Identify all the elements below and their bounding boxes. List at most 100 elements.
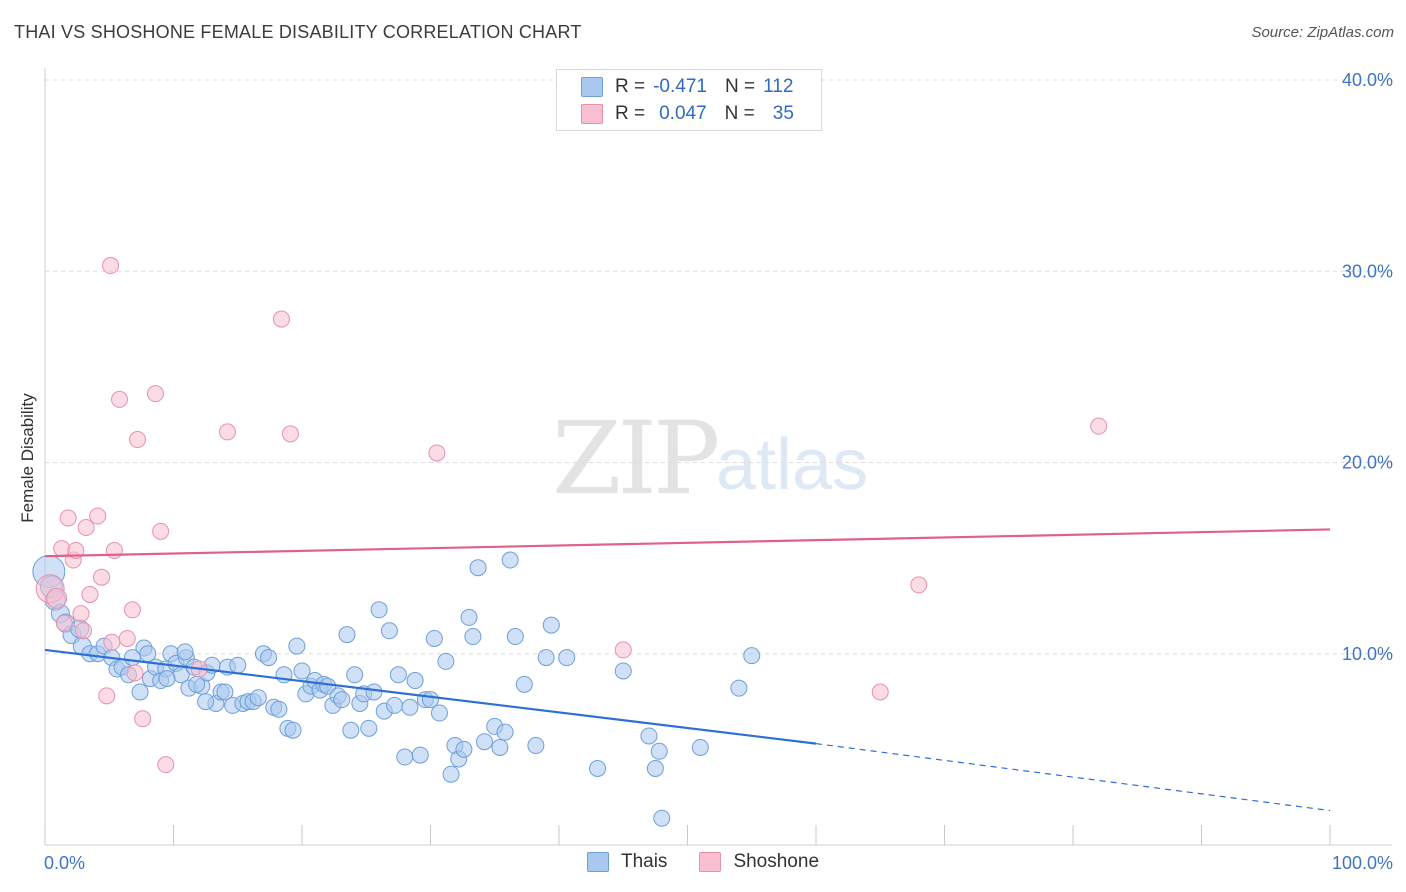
shoshone-point [152, 522, 170, 540]
watermark-zip: ZIP [552, 400, 720, 517]
shoshone-point [871, 683, 889, 701]
thais-point [589, 760, 607, 777]
thais-point [389, 666, 407, 684]
shoshone-point [129, 431, 147, 449]
thais-point [469, 559, 487, 577]
chart-title: THAI VS SHOSHONE FEMALE DISABILITY CORRE… [14, 22, 582, 42]
shoshone-point [59, 509, 77, 527]
thais-point [333, 691, 351, 709]
watermark-atlas: atlas [716, 425, 869, 505]
shoshone-point [218, 423, 236, 441]
thais-point [158, 670, 176, 688]
thais-point [260, 649, 278, 667]
shoshone-point [126, 664, 144, 682]
x-tick-label: 0.0% [44, 853, 85, 873]
shoshone-point [428, 444, 446, 462]
thais-point [542, 616, 560, 634]
y-tick-label: 40.0% [1342, 70, 1393, 90]
legend-swatch-thais [581, 77, 603, 97]
shoshone-point [72, 605, 90, 623]
source-label: Source: ZipAtlas.com [1251, 24, 1394, 41]
thais-point [411, 746, 429, 764]
thais-point [501, 551, 519, 569]
thais-point [653, 809, 671, 827]
shoshone-point [910, 576, 928, 594]
thais-point [558, 649, 576, 667]
legend-item-thais[interactable]: Thais [586, 851, 668, 873]
shoshone-point [98, 687, 116, 705]
thais-point [650, 742, 668, 760]
legend-label-thais: Thais [620, 851, 668, 872]
thais-point [406, 672, 424, 690]
series-legend: Thais Shoshone [0, 851, 1406, 873]
thais-point [360, 719, 378, 737]
y-axis-label: Female Disability [18, 393, 37, 523]
thais-point [396, 748, 414, 766]
thais-point [123, 649, 141, 667]
correlation-legend: R = -0.471 N = 112 R = 0.047 N = 35 [556, 69, 822, 131]
thais-point [176, 643, 194, 661]
thais-point [401, 698, 419, 716]
thais-point [288, 637, 306, 655]
shoshone-point [75, 622, 93, 640]
thais-point [496, 723, 514, 741]
thais-point [646, 760, 664, 777]
thais-point [506, 628, 524, 646]
thais-point [460, 608, 478, 626]
legend-r-label: R = [615, 103, 646, 124]
shoshone-point [134, 710, 152, 728]
thais-point [139, 645, 157, 663]
thais-point [249, 689, 267, 707]
shoshone-point [1090, 417, 1108, 435]
thais-point [537, 649, 555, 667]
thais-point [425, 629, 443, 647]
thais-point [216, 683, 234, 701]
legend-r-value: 0.047 [659, 103, 707, 124]
thais-point [515, 675, 533, 693]
thais-point [475, 733, 493, 751]
thais-point [131, 683, 149, 701]
thais-point [430, 704, 448, 722]
thais-point [691, 738, 709, 756]
legend-swatch-shoshone [581, 104, 603, 124]
legend-r-label: R = [615, 76, 646, 97]
thais-point [365, 683, 383, 701]
thais-point [188, 675, 206, 693]
shoshone-trend-line [44, 528, 1331, 558]
thais-point [342, 721, 360, 739]
shoshone-point [111, 390, 129, 408]
thais-point [437, 652, 455, 670]
legend-n-value: 112 [763, 76, 794, 97]
thais-point [346, 666, 364, 684]
thais-trend-line [44, 648, 817, 745]
shoshone-point [103, 633, 121, 651]
legend-row-thais: R = -0.471 N = 112 [581, 74, 793, 100]
legend-swatch-thais [586, 852, 609, 872]
shoshone-point [81, 585, 99, 603]
y-tick-label: 10.0% [1342, 644, 1393, 664]
thais-point [442, 765, 460, 783]
thais-point [730, 679, 748, 697]
thais-point [380, 622, 398, 640]
thais-point [386, 696, 404, 714]
thais-point [455, 740, 473, 758]
shoshone-point [89, 507, 107, 525]
shoshone-point [55, 614, 73, 632]
legend-item-shoshone[interactable]: Shoshone [699, 851, 819, 873]
shoshone-point [102, 257, 120, 275]
legend-label-shoshone: Shoshone [733, 851, 820, 872]
legend-row-shoshone: R = 0.047 N = 35 [581, 101, 794, 127]
thais-point [270, 700, 288, 718]
thais-point [197, 693, 215, 711]
y-tick-label: 20.0% [1342, 453, 1393, 473]
shoshone-point [157, 756, 175, 774]
thais-point [743, 647, 761, 665]
thais-trend-line-extension [815, 743, 1331, 812]
thais-point [338, 626, 356, 644]
shoshone-point [105, 541, 123, 559]
legend-swatch-shoshone [699, 852, 722, 872]
thais-point [284, 721, 302, 739]
shoshone-point [77, 519, 95, 537]
thais-point [229, 656, 247, 674]
